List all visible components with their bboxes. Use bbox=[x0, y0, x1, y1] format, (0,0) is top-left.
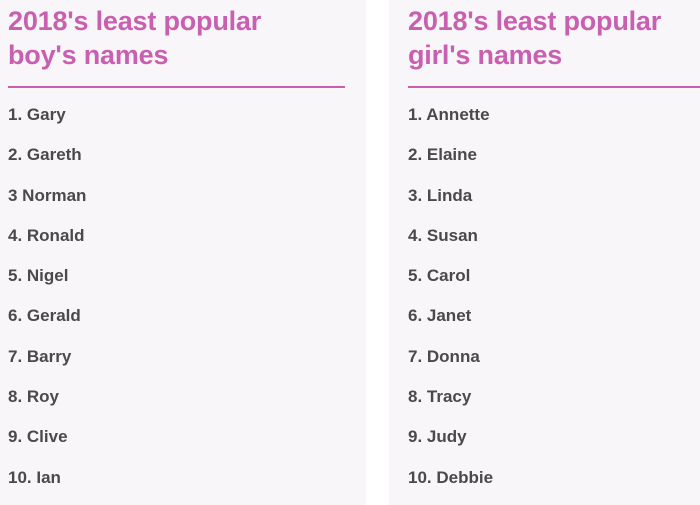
boys-title-line2: boy's names bbox=[8, 40, 169, 70]
girls-title-line2: girl's names bbox=[408, 40, 563, 70]
boys-list-item: 6. Gerald bbox=[8, 306, 81, 326]
girls-list-item: 1. Annette bbox=[408, 105, 490, 124]
girls-name-list: 1. Annette 2. Elaine 3. Linda 4. Susan 5… bbox=[408, 104, 493, 505]
boys-title-line1: 2018's least popular bbox=[8, 6, 262, 36]
girls-panel-title: 2018's least popular girl's names bbox=[408, 4, 661, 72]
boys-title-divider bbox=[8, 86, 345, 88]
boys-panel-title: 2018's least popular boy's names bbox=[8, 4, 261, 72]
boys-list-item: 4. Ronald bbox=[8, 225, 85, 245]
boys-list-item: 2. Gareth bbox=[8, 145, 82, 165]
girls-list-item: 6. Janet bbox=[408, 306, 472, 326]
girls-title-divider bbox=[408, 86, 700, 88]
girls-title-line1: 2018's least popular bbox=[408, 6, 662, 36]
girls-list-item: 4. Susan bbox=[408, 225, 478, 245]
boys-list-item: 8. Roy bbox=[8, 387, 60, 407]
girls-list-item: 10. Debbie bbox=[408, 467, 494, 487]
boys-list-item: 7. Barry bbox=[8, 346, 72, 366]
boys-list-item: 9. Clive bbox=[8, 427, 68, 447]
girls-list-item: 5. Carol bbox=[408, 266, 471, 286]
girls-list-item: 3. Linda bbox=[408, 185, 473, 205]
girls-list-item: 8. Tracy bbox=[408, 387, 472, 407]
girls-list-item: 7. Donna bbox=[408, 346, 480, 366]
boys-list-item: 5. Nigel bbox=[8, 266, 69, 286]
boys-list-item: 10. Ian bbox=[8, 467, 61, 487]
boys-list-item: 3 Norman bbox=[8, 185, 87, 205]
girls-list-item: 9. Judy bbox=[408, 427, 467, 447]
boys-list-item: 1. Gary bbox=[8, 105, 66, 124]
boys-name-list: 1. Gary 2. Gareth 3 Norman 4. Ronald 5. … bbox=[8, 104, 86, 505]
girls-list-item: 2. Elaine bbox=[408, 145, 477, 165]
boys-names-panel: 2018's least popular boy's names 1. Gary… bbox=[8, 4, 345, 505]
girls-names-panel: 2018's least popular girl's names 1. Ann… bbox=[389, 0, 700, 505]
